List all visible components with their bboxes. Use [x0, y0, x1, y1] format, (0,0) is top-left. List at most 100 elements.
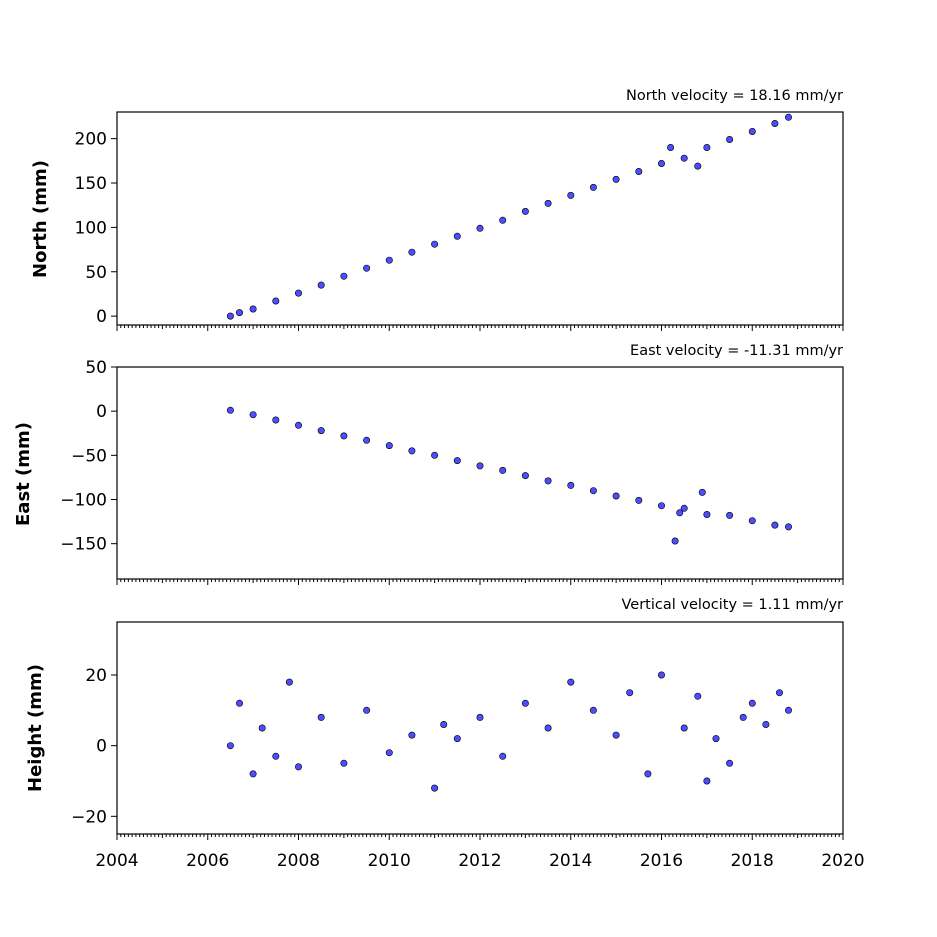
- east-data-point: [680, 504, 688, 512]
- east-data-point: [703, 510, 711, 518]
- north-data-point: [784, 113, 792, 121]
- east-data-point: [671, 537, 679, 545]
- height-data-point: [694, 692, 702, 700]
- height-ytick-label: 0: [96, 737, 107, 757]
- north-data-point: [249, 305, 257, 313]
- east-ytick-label: 50: [85, 358, 107, 378]
- north-data-point: [385, 256, 393, 264]
- east-ylabel: East (mm): [13, 422, 34, 526]
- north-ytick-label: 200: [75, 130, 107, 150]
- east-data-point: [612, 492, 620, 500]
- height-data-point: [703, 777, 711, 785]
- north-velocity-title: North velocity = 18.16 mm/yr: [626, 88, 843, 104]
- height-data-point: [544, 724, 552, 732]
- east-data-point: [771, 521, 779, 529]
- east-ytick-label: −150: [60, 535, 107, 555]
- east-data-point: [521, 472, 529, 480]
- east-points: [226, 406, 792, 545]
- east-data-point: [589, 487, 597, 495]
- north-points: [226, 113, 792, 320]
- east-data-point: [476, 462, 484, 470]
- xtick-label: 2012: [458, 851, 501, 871]
- north-panel: North velocity = 18.16 mm/yr North (mm) …: [30, 88, 844, 331]
- height-data-point: [285, 678, 293, 686]
- east-ytick-label: −100: [60, 491, 107, 511]
- height-data-point: [680, 724, 688, 732]
- height-xticks: [116, 834, 844, 840]
- east-data-point: [453, 457, 461, 465]
- north-ytick-label: 0: [96, 307, 107, 327]
- height-ytick-label: 20: [85, 666, 107, 686]
- height-data-point: [453, 735, 461, 743]
- north-data-point: [748, 128, 756, 136]
- height-data-point: [385, 749, 393, 757]
- north-data-point: [317, 281, 325, 289]
- height-data-point: [589, 706, 597, 714]
- east-ytick-label: −50: [71, 446, 107, 466]
- height-data-point: [236, 699, 244, 707]
- height-data-point: [762, 720, 770, 728]
- east-data-point: [635, 496, 643, 504]
- height-data-point: [499, 752, 507, 760]
- north-data-point: [657, 160, 665, 168]
- height-data-point: [340, 759, 348, 767]
- north-data-point: [612, 175, 620, 183]
- north-data-point: [453, 232, 461, 240]
- east-data-point: [499, 466, 507, 474]
- north-data-point: [236, 309, 244, 317]
- north-data-point: [499, 216, 507, 224]
- height-data-point: [272, 752, 280, 760]
- height-data-point: [476, 713, 484, 721]
- north-data-point: [680, 154, 688, 162]
- xtick-label: 2014: [549, 851, 592, 871]
- east-data-point: [363, 436, 371, 444]
- height-data-point: [567, 678, 575, 686]
- east-data-point: [726, 511, 734, 519]
- height-panel: Vertical velocity = 1.11 mm/yr Height (m…: [25, 597, 865, 871]
- east-yticks: 50 0 −50 −100 −150: [60, 358, 117, 555]
- north-data-point: [589, 183, 597, 191]
- east-data-point: [676, 509, 684, 517]
- north-data-point: [667, 144, 675, 152]
- east-data-point: [226, 406, 234, 414]
- north-data-point: [408, 248, 416, 256]
- east-data-point: [698, 488, 706, 496]
- height-data-point: [748, 699, 756, 707]
- east-velocity-title: East velocity = -11.31 mm/yr: [630, 343, 843, 359]
- north-data-point: [340, 272, 348, 280]
- north-ytick-label: 50: [85, 263, 107, 283]
- east-data-point: [408, 447, 416, 455]
- east-ytick-label: 0: [96, 402, 107, 422]
- height-points: [226, 671, 792, 792]
- north-data-point: [544, 199, 552, 207]
- north-ylabel: North (mm): [30, 160, 51, 278]
- north-data-point: [694, 162, 702, 170]
- east-data-point: [385, 442, 393, 450]
- xtick-label: 2016: [640, 851, 683, 871]
- height-data-point: [249, 770, 257, 778]
- north-xticks: [116, 325, 844, 331]
- north-data-point: [635, 168, 643, 176]
- height-data-point: [294, 763, 302, 771]
- north-data-point: [226, 312, 234, 320]
- height-ylabel: Height (mm): [25, 664, 46, 792]
- east-data-point: [294, 421, 302, 429]
- east-data-point: [784, 523, 792, 531]
- east-data-point: [431, 451, 439, 459]
- north-ytick-label: 100: [75, 218, 107, 238]
- xtick-label: 2006: [186, 851, 229, 871]
- east-xticks: [116, 579, 844, 585]
- north-data-point: [431, 240, 439, 248]
- east-data-point: [272, 416, 280, 424]
- height-data-point: [726, 759, 734, 767]
- height-data-point: [739, 713, 747, 721]
- north-data-point: [771, 120, 779, 128]
- height-data-point: [657, 671, 665, 679]
- north-data-point: [294, 289, 302, 297]
- north-yticks: 0 50 100 150 200: [75, 130, 117, 327]
- north-ytick-label: 150: [75, 174, 107, 194]
- height-data-point: [784, 706, 792, 714]
- vertical-velocity-title: Vertical velocity = 1.11 mm/yr: [622, 597, 844, 613]
- height-data-point: [644, 770, 652, 778]
- east-data-point: [317, 427, 325, 435]
